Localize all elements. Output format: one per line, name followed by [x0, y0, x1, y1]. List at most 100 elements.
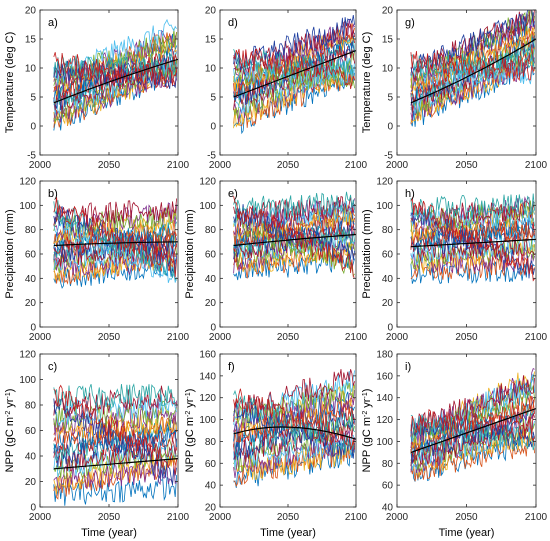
ytick-label: 0	[210, 323, 216, 334]
series-line	[410, 196, 535, 282]
xlabel: Time (year)	[439, 527, 495, 539]
ytick-label: 10	[382, 64, 394, 75]
series-line	[410, 373, 535, 442]
series-line	[53, 45, 177, 105]
ytick-label: 15	[25, 35, 37, 46]
series-line	[233, 64, 355, 135]
series-line	[53, 398, 177, 486]
panel-f: 20 40 60 80 100 120 140 160 2000 2050 2100 f) NPP (g…	[184, 350, 368, 540]
panel-label: b)	[48, 188, 58, 200]
ytick-label: 80	[25, 225, 37, 236]
series-line	[410, 435, 535, 482]
ytick-label: -5	[384, 151, 393, 162]
ensemble-series	[53, 197, 177, 289]
ylabel-8: NPP (gC m-2 yr-1)	[361, 389, 373, 473]
ytick-label: 10	[205, 64, 217, 75]
ylabel-2: Temperature (deg C)	[361, 32, 373, 134]
series-line	[233, 19, 355, 75]
xtick-label: 2100	[167, 160, 190, 171]
series-line	[53, 437, 177, 472]
xtick-label: 2000	[209, 512, 232, 523]
ytick-label: 80	[382, 225, 394, 236]
ylabel-0: Temperature (deg C)	[4, 32, 16, 134]
series-line	[53, 52, 177, 89]
ytick-label: 40	[382, 503, 394, 514]
ylabel-5: Precipitation (mm)	[361, 209, 373, 298]
ytick-label: 10	[25, 64, 37, 75]
ytick-label: 60	[205, 250, 217, 261]
ensemble-series	[233, 15, 355, 135]
panel-i: 40 60 80 100 120 140 160 180 2000 2050 2100 i) NPP (…	[361, 350, 548, 540]
xlabel: Time (year)	[81, 527, 137, 539]
ytick-label: 0	[387, 323, 393, 334]
ytick-label: 0	[30, 122, 36, 133]
xtick-label: 2050	[277, 512, 300, 523]
ytick-label: 20	[25, 298, 37, 309]
series-line	[53, 394, 177, 427]
ytick-label: 60	[382, 481, 394, 492]
series-line	[233, 191, 355, 219]
series-line	[53, 52, 177, 116]
ytick-label: 100	[199, 201, 216, 212]
ytick-label: 100	[199, 415, 216, 426]
trend-line	[410, 238, 537, 248]
xtick-label: 2100	[525, 160, 548, 171]
series-line	[233, 200, 355, 228]
trend-line	[410, 408, 537, 453]
series-line	[233, 48, 355, 90]
xtick-label: 2050	[455, 160, 478, 171]
ensemble-series	[233, 191, 355, 281]
ytick-label: 20	[25, 477, 37, 488]
series-line	[233, 242, 355, 279]
xtick-label: 2100	[525, 512, 548, 523]
panel-label: d)	[228, 17, 238, 29]
xtick-label: 2050	[455, 512, 478, 523]
ytick-label: 40	[382, 274, 394, 285]
ensemble-series	[410, 10, 535, 127]
panel-e: 0 20 40 60 80 100 120 2000 2050 2100 e) Precipitati…	[184, 177, 368, 344]
xtick-label: 2100	[345, 160, 368, 171]
ytick-label: 100	[376, 437, 393, 448]
panel-label: h)	[405, 188, 415, 200]
ytick-label: 15	[205, 35, 217, 46]
series-line	[53, 200, 177, 281]
series-line	[410, 408, 535, 442]
xtick-label: 2000	[209, 332, 232, 343]
ytick-label: 80	[205, 225, 217, 236]
panel-label: g)	[405, 17, 415, 29]
series-line	[410, 433, 535, 482]
ylabel-6: NPP (gC m-2 yr-1)	[4, 389, 16, 473]
ensemble-series	[233, 369, 355, 488]
trend-line	[53, 58, 179, 104]
series-line	[233, 389, 355, 454]
series-line	[53, 206, 177, 274]
series-line	[233, 61, 355, 87]
ytick-label: 120	[19, 177, 36, 188]
series-line	[233, 384, 355, 436]
ensemble-series	[410, 368, 535, 482]
panel-label: c)	[48, 361, 57, 373]
series-line	[233, 440, 355, 481]
xtick-label: 2100	[167, 512, 190, 523]
series-line	[233, 212, 355, 277]
trend-line	[233, 50, 357, 98]
series-line	[410, 200, 535, 232]
ensemble-series	[53, 383, 177, 506]
ytick-label: 20	[205, 6, 217, 17]
panel-label: e)	[228, 188, 238, 200]
series-line	[233, 432, 355, 470]
series-line	[410, 52, 535, 121]
series-line	[53, 206, 177, 236]
xtick-label: 2000	[386, 160, 409, 171]
series-line	[233, 369, 355, 422]
ytick-label: 5	[210, 93, 216, 104]
ytick-label: 120	[376, 415, 393, 426]
ytick-label: 120	[19, 350, 36, 361]
series-line	[53, 474, 177, 506]
xtick-label: 2100	[345, 512, 368, 523]
ensemble-series	[53, 18, 177, 131]
ytick-label: 60	[205, 459, 217, 470]
ensemble-series	[410, 193, 535, 285]
ytick-label: 80	[382, 459, 394, 470]
